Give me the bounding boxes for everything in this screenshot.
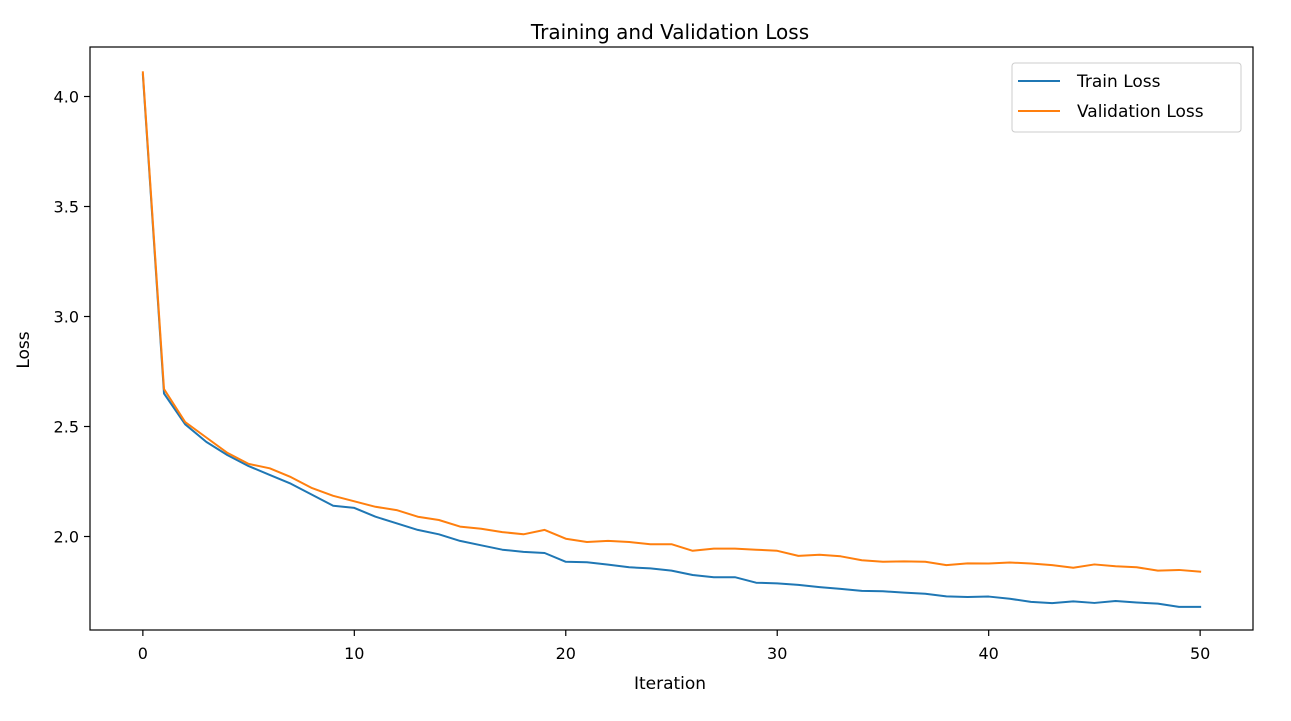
legend-box <box>1011 62 1242 133</box>
series-line-train-loss <box>141 73 1202 608</box>
y-axis: 2.0 2.5 3.0 3.5 4.0 <box>54 88 90 547</box>
x-tick-label: 30 <box>767 644 787 663</box>
series-layer <box>141 71 1202 608</box>
y-axis-label: Loss <box>14 331 34 368</box>
x-tick-label: 20 <box>556 644 576 663</box>
y-tick-label: 2.0 <box>54 528 79 547</box>
x-tick-label: 10 <box>344 644 364 663</box>
legend: Train Loss Validation Loss <box>1011 62 1242 133</box>
x-tick-label: 0 <box>138 644 148 663</box>
y-tick-label: 2.5 <box>54 418 79 437</box>
y-tick-label: 3.5 <box>54 198 79 217</box>
x-tick-label: 40 <box>979 644 999 663</box>
legend-label: Validation Loss <box>1077 102 1204 122</box>
chart-title: Training and Validation Loss <box>530 20 809 44</box>
y-tick-label: 3.0 <box>54 308 79 327</box>
y-tick-label: 4.0 <box>54 88 79 107</box>
x-axis-label: Iteration <box>634 674 706 694</box>
legend-label: Train Loss <box>1076 72 1161 92</box>
x-axis: 0 10 20 30 40 50 <box>138 630 1210 663</box>
x-tick-label: 50 <box>1190 644 1210 663</box>
plot-frame <box>89 46 1254 631</box>
series-line-validation-loss <box>141 71 1202 573</box>
